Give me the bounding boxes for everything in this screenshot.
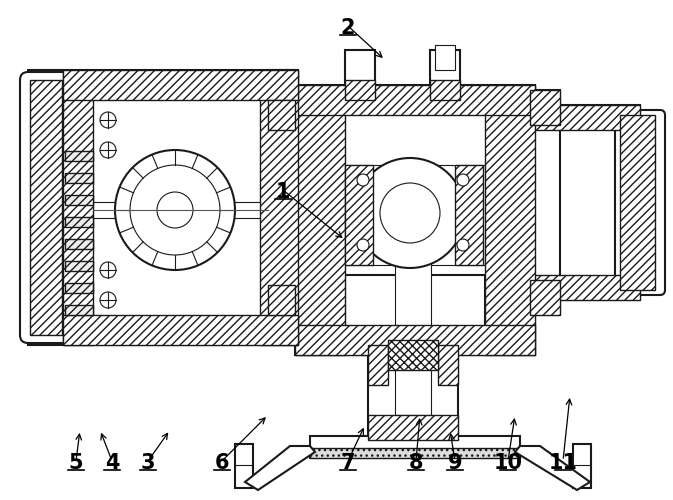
Bar [295, 325, 535, 355]
Bar [65, 195, 93, 205]
Bar [30, 80, 62, 335]
Bar [28, 70, 298, 345]
Text: 9: 9 [448, 453, 462, 473]
Circle shape [100, 112, 116, 128]
Bar [65, 217, 93, 227]
Bar [295, 85, 535, 355]
Bar [65, 217, 93, 227]
Bar [530, 90, 560, 125]
Bar [455, 165, 483, 265]
Bar [530, 275, 640, 300]
Bar [65, 261, 93, 271]
Bar [65, 151, 93, 161]
Bar [388, 185, 432, 240]
Bar [65, 173, 93, 183]
Bar [430, 80, 460, 100]
Bar [260, 70, 298, 345]
Bar [345, 80, 375, 100]
Bar [268, 70, 295, 315]
Circle shape [130, 165, 220, 255]
Bar [368, 345, 458, 440]
Text: 5: 5 [69, 453, 83, 473]
Text: 4: 4 [105, 453, 119, 473]
Text: 1: 1 [276, 182, 290, 202]
Bar [345, 50, 375, 100]
Text: 7: 7 [341, 453, 355, 473]
Bar [268, 100, 295, 130]
Bar [65, 283, 93, 293]
Circle shape [157, 192, 193, 228]
Bar [65, 239, 93, 249]
Bar [388, 340, 438, 370]
FancyBboxPatch shape [615, 110, 665, 295]
Circle shape [100, 262, 116, 278]
Bar [63, 70, 298, 100]
Bar [65, 283, 93, 293]
Bar [295, 165, 535, 265]
Bar [530, 280, 560, 315]
Bar [485, 85, 535, 355]
FancyBboxPatch shape [20, 72, 71, 343]
Bar [65, 195, 93, 205]
Circle shape [457, 239, 469, 251]
Bar [530, 105, 640, 300]
Bar [530, 105, 640, 130]
Text: 3: 3 [141, 453, 155, 473]
Bar [573, 444, 591, 488]
Circle shape [357, 239, 369, 251]
Bar [620, 115, 655, 290]
Bar [345, 275, 485, 355]
Bar [430, 50, 460, 100]
Bar [65, 261, 93, 271]
Bar [63, 70, 93, 345]
Bar [368, 415, 458, 440]
Circle shape [100, 292, 116, 308]
Bar [65, 305, 93, 315]
Circle shape [100, 142, 116, 158]
Bar [368, 345, 388, 385]
Bar [63, 315, 298, 345]
Text: 10: 10 [493, 453, 522, 473]
Circle shape [357, 174, 369, 186]
Bar [438, 345, 458, 385]
Bar [540, 125, 630, 280]
Bar [345, 165, 373, 265]
Bar [395, 210, 431, 415]
Circle shape [457, 174, 469, 186]
Text: 6: 6 [215, 453, 229, 473]
Bar [65, 239, 93, 249]
Bar [235, 444, 253, 488]
Polygon shape [515, 446, 590, 490]
Bar [20, 20, 653, 450]
Bar [310, 448, 520, 458]
Bar [268, 285, 295, 315]
Bar [295, 85, 535, 115]
Circle shape [380, 183, 440, 243]
Bar [65, 173, 93, 183]
Circle shape [355, 158, 465, 268]
Bar [65, 151, 93, 161]
Bar [435, 45, 455, 70]
Circle shape [115, 150, 235, 270]
Bar [65, 305, 93, 315]
Bar [295, 85, 345, 355]
Bar [310, 436, 520, 458]
Text: 2: 2 [341, 18, 355, 38]
Bar [530, 90, 560, 315]
Text: 8: 8 [409, 453, 423, 473]
Bar [93, 202, 268, 218]
Polygon shape [245, 446, 315, 490]
Text: 11: 11 [548, 453, 577, 473]
